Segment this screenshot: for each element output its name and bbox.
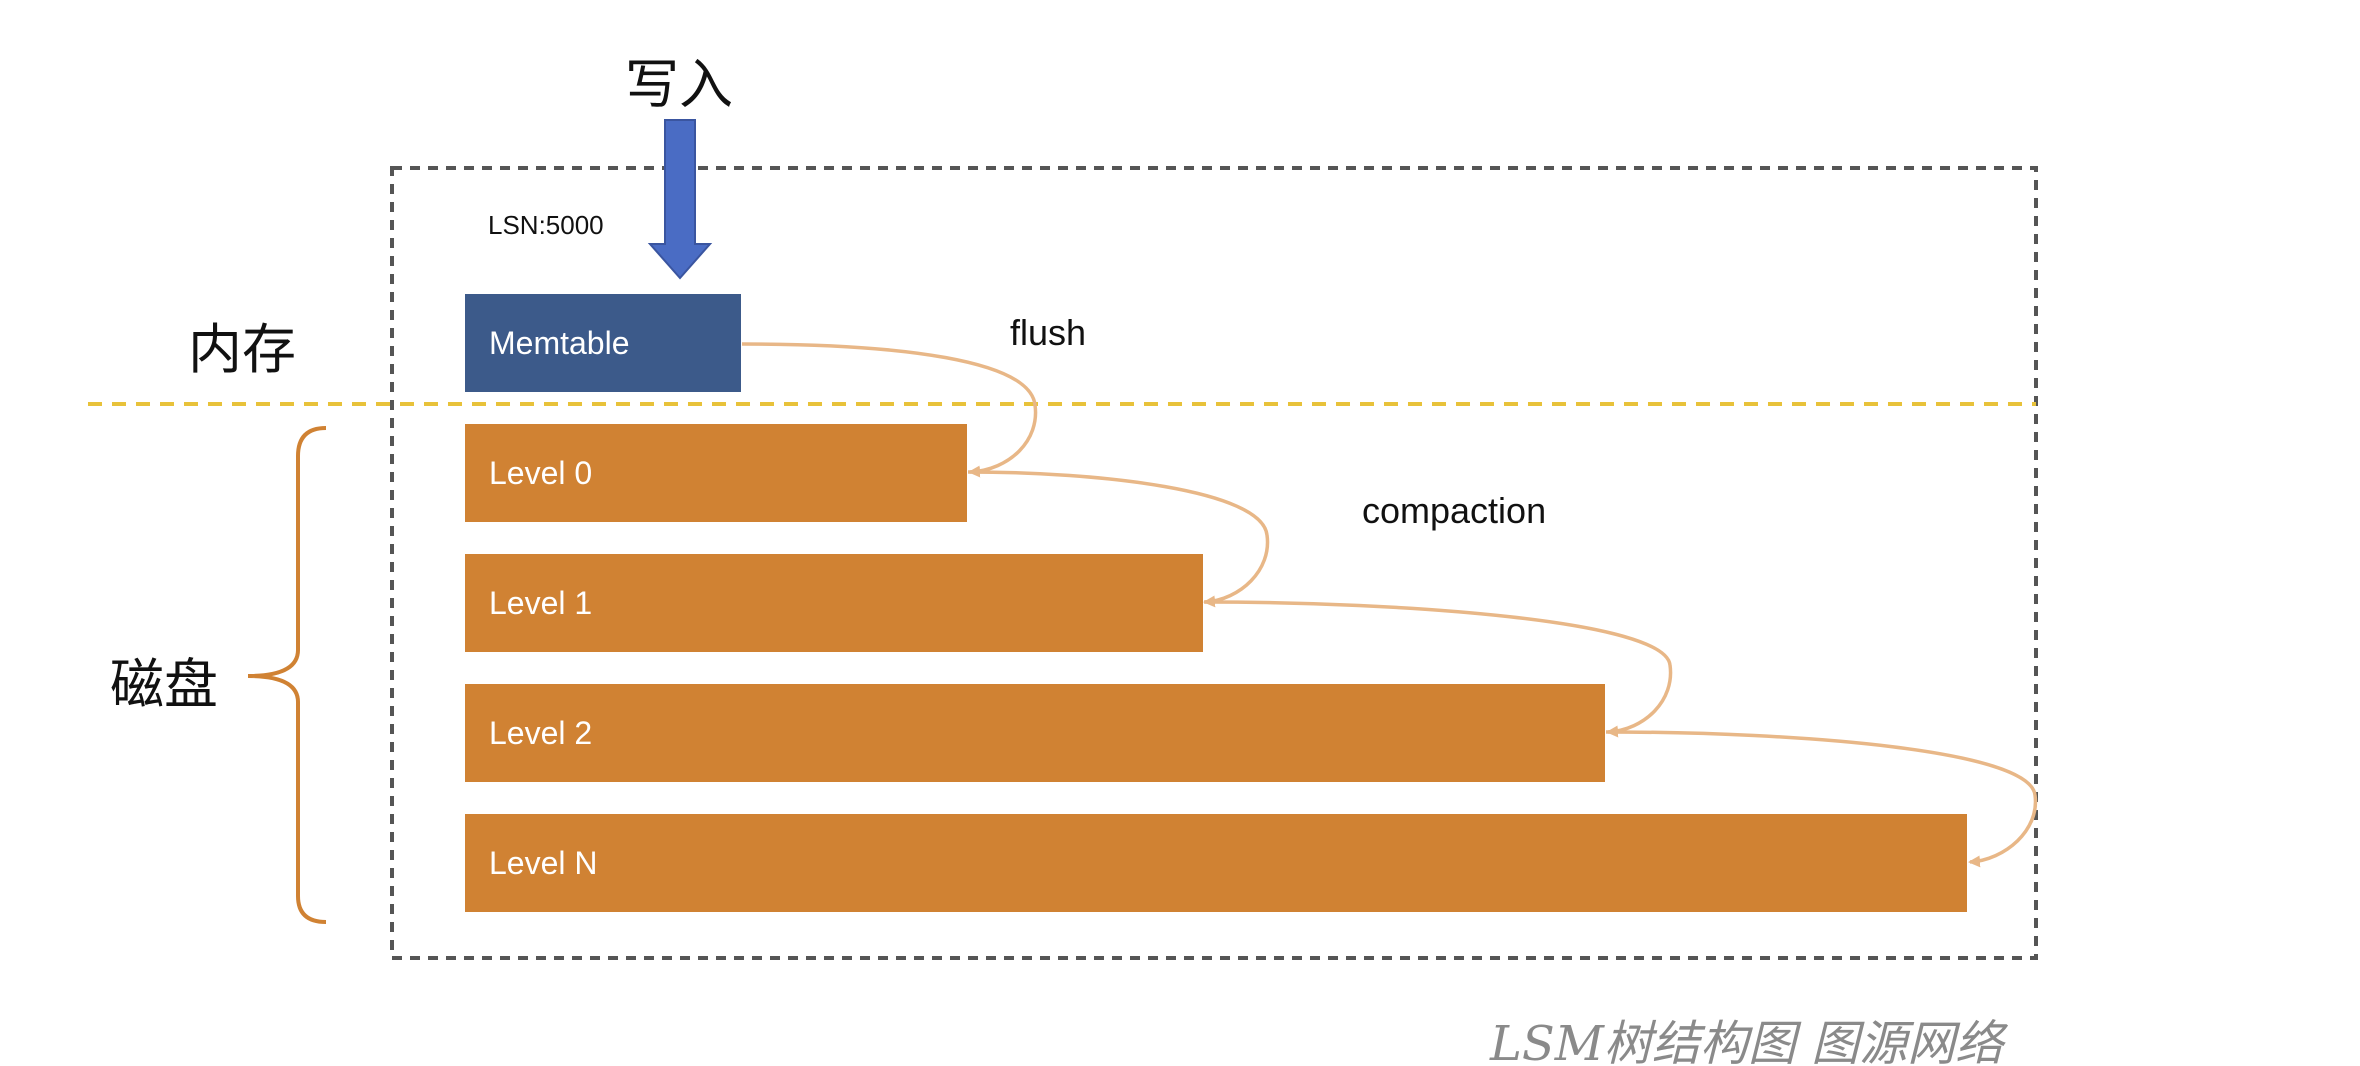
write-label: 写入 bbox=[625, 40, 733, 119]
level-2-box: Level 2 bbox=[465, 684, 1605, 782]
lsn-label: LSN:5000 bbox=[488, 210, 604, 241]
level-0-label: Level 0 bbox=[489, 455, 592, 492]
level-n-box: Level N bbox=[465, 814, 1967, 912]
level-1-box: Level 1 bbox=[465, 554, 1203, 652]
flush-label: flush bbox=[1010, 312, 1086, 354]
level-1-label: Level 1 bbox=[489, 585, 592, 622]
memtable-label: Memtable bbox=[489, 325, 630, 362]
level-2-label: Level 2 bbox=[489, 715, 592, 752]
level-n-label: Level N bbox=[489, 845, 598, 882]
disk-label: 磁盘 bbox=[110, 640, 218, 719]
memtable-box: Memtable bbox=[465, 294, 741, 392]
memory-label: 内存 bbox=[188, 305, 296, 384]
compaction-label: compaction bbox=[1362, 490, 1546, 532]
level-0-box: Level 0 bbox=[465, 424, 967, 522]
figure-caption: LSM树结构图 图源网络 bbox=[1490, 1004, 2003, 1066]
write-arrow bbox=[650, 120, 710, 278]
disk-bracket bbox=[248, 428, 326, 922]
